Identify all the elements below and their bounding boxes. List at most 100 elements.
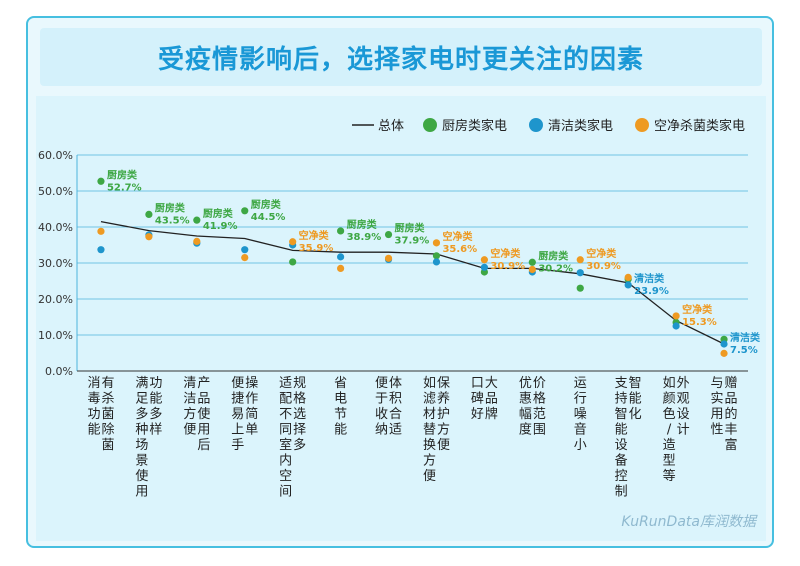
annotation-label: 空净类 xyxy=(682,303,712,316)
x-tick-label: 外观设计 xyxy=(677,376,690,438)
series-line-总体 xyxy=(100,220,725,345)
point-清洁类家电 xyxy=(432,258,441,266)
point-厨房类家电 xyxy=(528,258,536,266)
point-空净杀菌类家电 xyxy=(624,273,632,281)
x-tick-label: 有杀菌除菌 xyxy=(101,376,114,453)
x-tick-label: 与实用性 xyxy=(711,376,724,438)
legend-swatch-dot xyxy=(423,118,437,132)
data-label: 30.9% xyxy=(490,261,525,272)
x-tick-label: 赠品的丰富 xyxy=(725,376,738,453)
point-清洁类家电 xyxy=(576,269,584,277)
point-空净杀菌类家电 xyxy=(384,254,393,262)
x-tick-label: 口碑好 xyxy=(471,376,484,422)
point-清洁类家电 xyxy=(720,340,728,348)
point-厨房类家电 xyxy=(193,216,201,224)
point-清洁类家电 xyxy=(337,253,345,261)
data-label: 30.9% xyxy=(586,261,621,272)
x-tick-label: 消毒功能 xyxy=(87,376,100,438)
legend-label: 空净杀菌类家电 xyxy=(654,118,745,134)
annotation-label: 厨房类 xyxy=(251,198,281,211)
point-清洁类家电 xyxy=(241,246,249,254)
x-tick-label: 体积合适 xyxy=(389,376,402,438)
point-空净杀菌类家电 xyxy=(672,312,680,320)
point-空净杀菌类家电 xyxy=(528,265,536,274)
point-空净杀菌类家电 xyxy=(289,238,297,246)
data-label: 37.9% xyxy=(395,236,430,247)
point-清洁类家电 xyxy=(97,246,105,254)
y-tick-label: 10.0% xyxy=(38,329,73,342)
y-tick-label: 30.0% xyxy=(38,257,73,270)
x-tick-label: 清洁方便 xyxy=(183,376,196,438)
y-tick-label: 40.0% xyxy=(38,221,73,234)
x-tick-label: 保养护方便 xyxy=(437,376,450,453)
point-空净杀菌类家电 xyxy=(241,254,249,262)
annotation-label: 空净类 xyxy=(442,230,472,243)
point-厨房类家电 xyxy=(576,284,584,292)
data-label: 30.2% xyxy=(538,263,573,274)
chart-title: 受疫情影响后，选择家电时更关注的因素 xyxy=(157,44,644,75)
point-厨房类家电 xyxy=(337,227,345,235)
data-label: 35.9% xyxy=(299,243,334,254)
legend-swatch-dot xyxy=(529,118,543,132)
annotation-label: 厨房类 xyxy=(107,168,137,181)
x-tick-label: 规格选择多 xyxy=(293,376,306,453)
title-band: 受疫情影响后，选择家电时更关注的因素 xyxy=(40,28,762,86)
x-tick-label: 便捷易上手 xyxy=(231,376,244,453)
point-清洁类家电 xyxy=(480,263,488,271)
data-label: 41.9% xyxy=(203,221,238,232)
point-厨房类家电 xyxy=(432,252,441,260)
chart-panel xyxy=(36,96,766,541)
x-tick-label: 支持智能设备控制 xyxy=(615,376,628,500)
annotation-label: 空净类 xyxy=(586,247,616,260)
x-tick-label: 价格范围 xyxy=(533,376,546,438)
x-tick-label: 如滤材替换方便 xyxy=(423,375,436,484)
x-tick-label: 产品使用后 xyxy=(197,376,210,453)
x-tick-label: 智能化 xyxy=(629,376,642,422)
data-label: 38.9% xyxy=(347,232,382,243)
point-空净杀菌类家电 xyxy=(576,256,584,264)
data-label: 52.7% xyxy=(107,182,142,193)
data-label: 23.9% xyxy=(634,286,669,297)
annotation-label: 空净类 xyxy=(299,229,329,242)
x-tick-label: 省电节能 xyxy=(334,376,347,438)
x-tick-label: 功能多样 xyxy=(149,376,162,438)
data-label: 15.3% xyxy=(682,317,717,328)
point-厨房类家电 xyxy=(384,230,393,239)
point-空净杀菌类家电 xyxy=(720,349,728,357)
annotation-label: 厨房类 xyxy=(538,249,568,262)
legend-label: 厨房类家电 xyxy=(442,118,507,134)
point-空净杀菌类家电 xyxy=(97,227,105,235)
x-tick-label: 满足多种场景使用 xyxy=(135,376,148,500)
annotation-label: 厨房类 xyxy=(347,218,377,231)
annotation-label: 空净类 xyxy=(490,247,520,260)
annotation-label: 清洁类 xyxy=(634,272,664,285)
legend-swatch-dot xyxy=(635,118,649,132)
y-tick-label: 0.0% xyxy=(45,365,73,378)
data-label: 35.6% xyxy=(442,244,477,255)
point-空净杀菌类家电 xyxy=(193,237,201,245)
x-tick-label: 优惠幅度 xyxy=(519,376,532,438)
y-tick-label: 60.0% xyxy=(38,149,73,162)
point-清洁类家电 xyxy=(624,281,632,289)
point-厨房类家电 xyxy=(289,258,297,266)
x-tick-label: 大品牌 xyxy=(485,376,498,422)
y-tick-label: 20.0% xyxy=(38,293,73,306)
x-tick-label: 适配不同室内空间 xyxy=(279,376,292,500)
x-tick-label: 如颜色/造型等 xyxy=(663,375,676,484)
legend-label: 清洁类家电 xyxy=(548,118,613,134)
annotation-label: 厨房类 xyxy=(203,207,233,220)
x-tick-label: 操作简单 xyxy=(245,375,258,438)
point-清洁类家电 xyxy=(672,322,680,330)
annotation-label: 厨房类 xyxy=(395,222,425,235)
point-厨房类家电 xyxy=(97,177,105,185)
point-空净杀菌类家电 xyxy=(145,233,153,241)
x-tick-label: 运行噪音小 xyxy=(574,376,587,453)
data-label: 7.5% xyxy=(730,345,758,356)
annotation-label: 清洁类 xyxy=(730,331,760,344)
point-厨房类家电 xyxy=(241,207,249,215)
annotation-label: 厨房类 xyxy=(155,201,185,214)
watermark: KuRunData库润数据 xyxy=(621,514,756,530)
point-空净杀菌类家电 xyxy=(480,256,488,264)
data-label: 43.5% xyxy=(155,215,190,226)
